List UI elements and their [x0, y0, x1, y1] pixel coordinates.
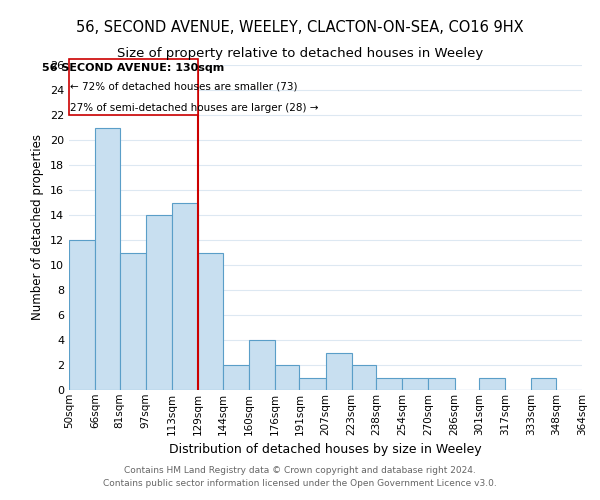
Text: 56, SECOND AVENUE, WEELEY, CLACTON-ON-SEA, CO16 9HX: 56, SECOND AVENUE, WEELEY, CLACTON-ON-SE… — [76, 20, 524, 35]
Bar — [402, 378, 428, 390]
Bar — [532, 378, 556, 390]
Bar — [198, 252, 223, 390]
Bar — [352, 365, 376, 390]
Bar — [119, 252, 146, 390]
Bar — [428, 378, 455, 390]
Bar — [479, 378, 505, 390]
Bar — [223, 365, 249, 390]
Bar — [69, 58, 198, 115]
Bar — [249, 340, 275, 390]
Text: Contains HM Land Registry data © Crown copyright and database right 2024.
Contai: Contains HM Land Registry data © Crown c… — [103, 466, 497, 487]
Y-axis label: Number of detached properties: Number of detached properties — [31, 134, 44, 320]
X-axis label: Distribution of detached houses by size in Weeley: Distribution of detached houses by size … — [169, 443, 482, 456]
Bar — [325, 352, 352, 390]
Text: ← 72% of detached houses are smaller (73): ← 72% of detached houses are smaller (73… — [70, 82, 298, 92]
Bar — [376, 378, 402, 390]
Bar — [275, 365, 299, 390]
Bar — [299, 378, 325, 390]
Bar — [172, 202, 198, 390]
Text: Size of property relative to detached houses in Weeley: Size of property relative to detached ho… — [117, 48, 483, 60]
Bar — [146, 215, 172, 390]
Bar — [69, 240, 95, 390]
Text: 56 SECOND AVENUE: 130sqm: 56 SECOND AVENUE: 130sqm — [43, 63, 224, 73]
Bar — [95, 128, 119, 390]
Text: 27% of semi-detached houses are larger (28) →: 27% of semi-detached houses are larger (… — [70, 103, 319, 113]
